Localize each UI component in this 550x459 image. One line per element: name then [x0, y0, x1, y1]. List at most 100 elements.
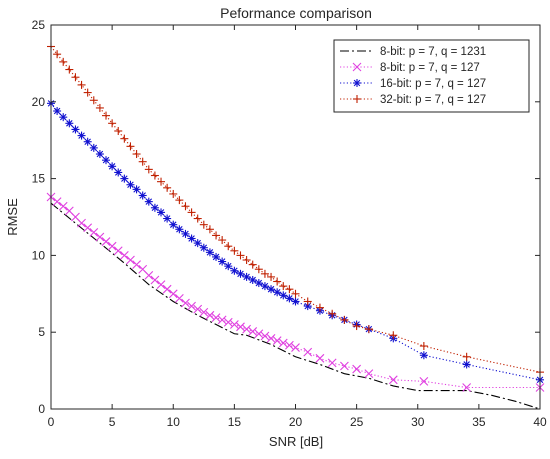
data-point	[364, 325, 373, 334]
data-point	[162, 284, 172, 294]
data-point	[352, 322, 361, 331]
data-point	[89, 227, 99, 237]
data-point	[157, 208, 166, 217]
data-point	[248, 260, 257, 269]
data-point	[212, 252, 221, 261]
data-point	[181, 229, 190, 238]
data-point	[169, 189, 178, 198]
data-point	[102, 156, 111, 165]
data-point	[248, 275, 257, 284]
data-point	[65, 119, 74, 128]
chart-title: Peformance comparison	[220, 5, 372, 21]
axes: 0 5 10 15 20 25 30 35 40 0 5 10 15 20 25	[32, 18, 547, 429]
data-point	[462, 352, 471, 361]
data-point	[52, 197, 62, 207]
data-point	[59, 113, 68, 122]
data-point	[187, 301, 196, 311]
data-point	[157, 177, 166, 186]
data-point	[278, 338, 288, 348]
data-point	[144, 270, 154, 280]
data-point	[242, 324, 251, 334]
data-point	[340, 361, 349, 371]
data-point	[108, 162, 117, 171]
data-point	[71, 125, 80, 134]
data-point	[217, 315, 227, 325]
data-point	[113, 246, 123, 256]
data-point	[212, 231, 221, 240]
series-2	[46, 192, 545, 392]
data-point	[95, 150, 104, 159]
data-point	[58, 201, 68, 211]
data-point	[138, 191, 147, 200]
data-point	[254, 329, 264, 339]
data-point	[267, 285, 276, 294]
data-point	[242, 256, 251, 265]
data-point	[132, 260, 141, 270]
data-point	[83, 88, 92, 97]
data-point	[279, 282, 288, 291]
data-point	[267, 272, 276, 281]
data-point	[285, 285, 294, 294]
legend-label: 8-bit: p = 7, q = 1231	[380, 46, 486, 58]
data-point	[187, 234, 196, 243]
data-point	[59, 57, 68, 66]
data-point	[236, 269, 245, 278]
data-point	[77, 80, 86, 89]
data-point	[230, 246, 239, 255]
data-point	[205, 248, 214, 257]
data-point	[114, 126, 123, 135]
y-axis-label: RMSE	[5, 198, 20, 236]
legend-box	[333, 39, 530, 113]
data-point	[77, 218, 86, 228]
data-point	[340, 315, 349, 324]
data-point	[462, 360, 471, 369]
data-point	[163, 183, 172, 192]
legend-entry: 32-bit: p = 7, q = 127	[340, 94, 486, 106]
data-point	[120, 134, 129, 143]
legend-label: 16-bit: p = 7, q = 127	[380, 78, 486, 90]
data-point	[218, 236, 227, 245]
legend-label: 32-bit: p = 7, q = 127	[380, 94, 486, 106]
data-point	[205, 310, 215, 320]
data-point	[242, 272, 251, 281]
data-point	[132, 150, 141, 159]
data-point	[352, 364, 362, 374]
data-point	[364, 369, 374, 379]
data-point	[77, 131, 86, 140]
data-point	[83, 137, 92, 146]
data-point	[132, 185, 141, 194]
data-point	[108, 119, 117, 128]
x-tick-label: 35	[472, 415, 486, 429]
data-point	[260, 331, 270, 341]
data-point	[260, 282, 269, 291]
data-point	[120, 174, 129, 183]
data-point	[229, 320, 239, 329]
data-point	[315, 353, 325, 363]
data-point	[65, 65, 74, 74]
data-point	[224, 242, 233, 251]
data-point	[53, 107, 62, 116]
data-point	[150, 203, 159, 212]
data-point	[126, 255, 135, 265]
data-point	[187, 208, 196, 217]
data-point	[163, 214, 172, 223]
data-point	[254, 265, 263, 274]
y-tick-label: 15	[32, 172, 46, 186]
data-point	[291, 289, 300, 298]
data-point	[174, 294, 184, 303]
data-point	[248, 327, 258, 336]
data-point	[285, 294, 294, 303]
data-point	[175, 196, 184, 205]
data-point	[272, 336, 282, 346]
data-point	[150, 171, 159, 180]
data-point	[218, 257, 227, 266]
data-point	[389, 331, 398, 340]
y-tick-label: 25	[32, 18, 46, 32]
data-point	[53, 50, 62, 59]
data-point	[254, 279, 263, 288]
data-point	[193, 214, 202, 223]
data-point	[199, 243, 208, 252]
data-point	[303, 347, 313, 357]
series-4	[47, 42, 544, 377]
